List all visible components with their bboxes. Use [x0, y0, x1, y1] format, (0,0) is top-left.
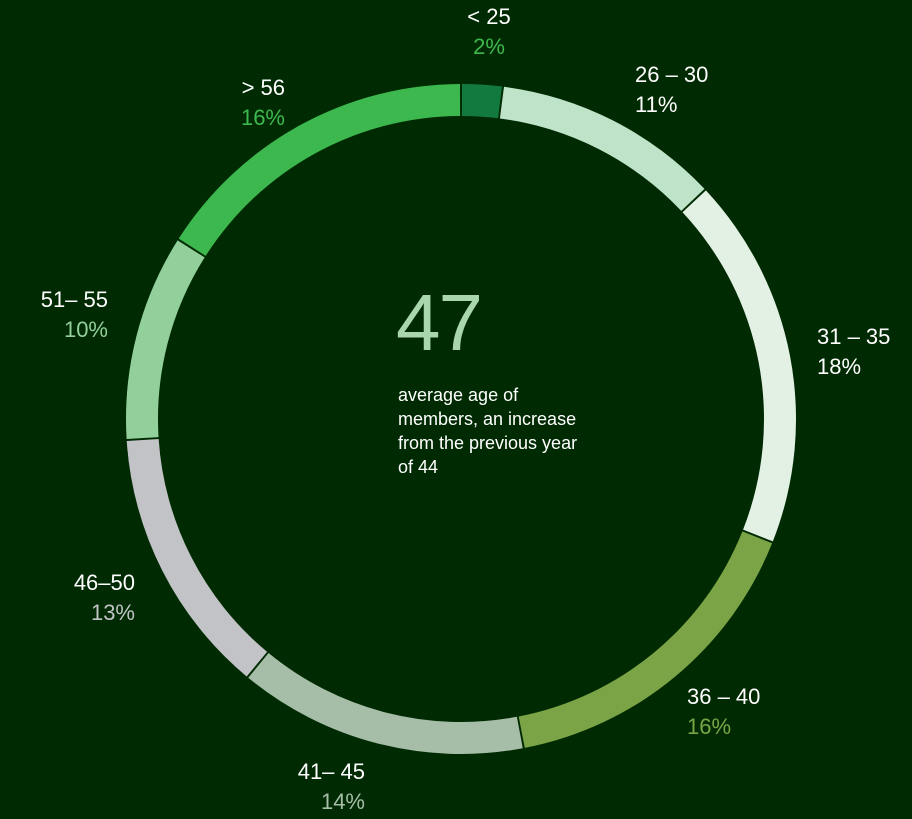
average-age-value: 47 [396, 278, 483, 367]
slice-category-label-3: 31 – 35 [817, 324, 890, 349]
slice-value-label-3: 18% [817, 354, 861, 379]
slice-category-label-2: 26 – 30 [635, 62, 708, 87]
average-age-caption: average age of members, an increase from… [398, 385, 578, 477]
slice-category-label-1: < 25 [467, 4, 510, 29]
donut-slice-5 [248, 653, 523, 754]
donut-slice-6 [126, 438, 268, 677]
donut-slice-8 [178, 84, 461, 256]
slice-category-label-5: 41– 45 [298, 759, 365, 784]
slice-value-label-2: 11% [635, 92, 677, 117]
center-summary: 47 average age of members, an increase f… [396, 278, 588, 479]
slice-value-label-5: 14% [321, 789, 365, 814]
slice-category-label-4: 36 – 40 [687, 684, 760, 709]
slice-value-label-7: 10% [64, 317, 108, 342]
donut-slice-1 [461, 84, 502, 119]
slice-value-label-4: 16% [687, 714, 731, 739]
donut-slice-3 [682, 190, 796, 542]
donut-slice-4 [518, 531, 773, 748]
slice-category-label-6: 46–50 [74, 570, 135, 595]
slice-category-label-8: > 56 [242, 75, 285, 100]
donut-slice-2 [499, 86, 705, 211]
slice-value-label-1: 2% [473, 34, 505, 59]
slice-value-label-8: 16% [241, 105, 285, 130]
slice-category-label-7: 51– 55 [41, 287, 108, 312]
donut-slice-7 [125, 240, 205, 440]
slice-value-label-6: 13% [91, 600, 135, 625]
